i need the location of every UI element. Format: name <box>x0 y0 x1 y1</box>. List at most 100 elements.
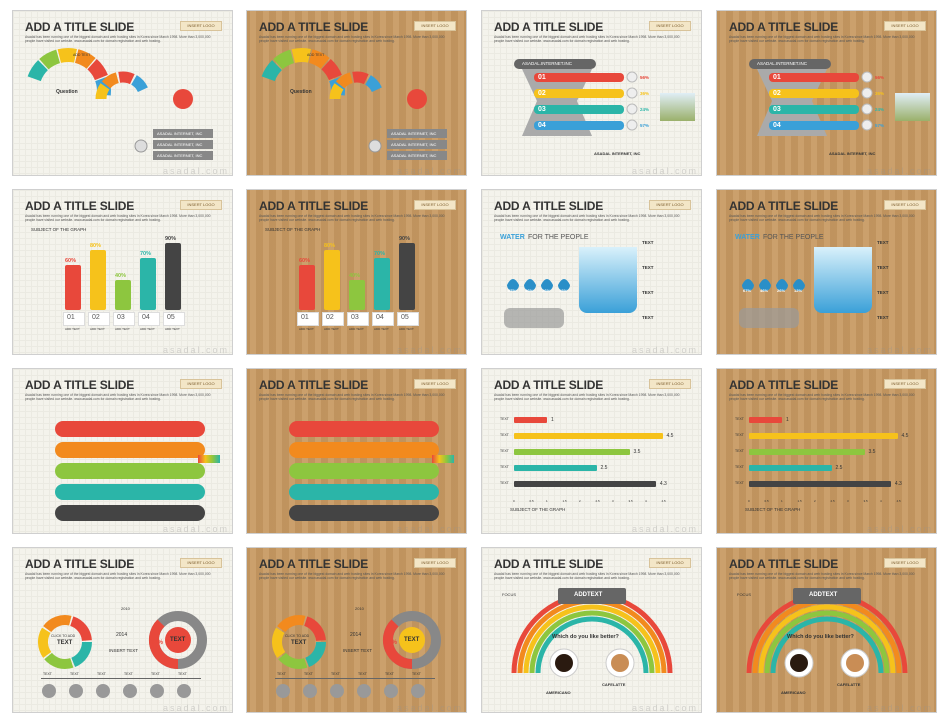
slide-thumb-16[interactable]: ADD A TITLE SLIDE Asadal has been running… <box>716 547 937 713</box>
timeline-text: TEXT <box>385 672 394 676</box>
year-b: 2014 <box>116 632 128 638</box>
ribbon <box>55 463 205 479</box>
slide-subtitle: Asadal has been running one of the bigge… <box>494 35 680 44</box>
bar-pct: 40% <box>349 273 361 279</box>
coffee-left <box>790 654 808 672</box>
bar-num: 02 <box>326 314 334 321</box>
hbar-value: 4.3 <box>894 481 902 487</box>
slide-graphic <box>27 48 193 153</box>
coffee-right <box>611 654 629 672</box>
axis-tick: 3 <box>847 499 849 503</box>
slide-logo: INSERT LOGO <box>180 21 222 31</box>
watermark: asadal.com <box>163 524 230 534</box>
slide-thumb-12[interactable]: ADD A TITLE SLIDE Asadal has been running… <box>716 368 937 534</box>
slide-title: ADD A TITLE SLIDE <box>259 199 369 213</box>
slide-thumb-1[interactable]: ADD A TITLE SLIDE Asadal has been running… <box>12 10 233 176</box>
watermark: asadal.com <box>163 703 230 713</box>
hourglass-header <box>749 59 831 69</box>
slide-title: ADD A TITLE SLIDE <box>259 20 369 34</box>
callout-text: ASADAL INTERNET, INC <box>391 142 437 147</box>
axis-tick: 2 <box>814 499 816 503</box>
curve-segment <box>130 75 148 93</box>
hbar-value: 4.3 <box>659 481 667 487</box>
slide-thumb-4[interactable]: ADD A TITLE SLIDE Asadal has been running… <box>716 10 937 176</box>
slide-title: ADD A TITLE SLIDE <box>729 199 839 213</box>
hbar <box>749 449 865 455</box>
water-text-label: TEXT <box>642 315 654 320</box>
right-donut-pct: 37% <box>151 640 164 646</box>
band-number: 04 <box>773 122 781 129</box>
drop-pct: 26% <box>777 288 786 293</box>
slide-logo: INSERT LOGO <box>649 21 691 31</box>
bar-base <box>163 312 185 326</box>
curve-segment <box>27 60 49 82</box>
coffee-question: Which do you like better? <box>787 634 854 640</box>
timeline-icon <box>150 684 164 698</box>
slide-subtitle: Asadal has been running one of the bigge… <box>729 214 915 223</box>
slide-thumb-6[interactable]: ADD A TITLE SLIDE Asadal has been running… <box>246 189 467 355</box>
hbar-text-label: TEXT <box>500 481 509 485</box>
watermark: asadal.com <box>632 524 699 534</box>
bar-num: 01 <box>67 314 75 321</box>
left-choice: AMERICANO <box>781 690 806 695</box>
watermark: asadal.com <box>632 166 699 176</box>
curve-segment <box>335 72 354 89</box>
graph-subject: SUBJECT OF THE GRAPH <box>265 227 321 232</box>
slide-thumb-8[interactable]: ADD A TITLE SLIDE Asadal has been running… <box>716 189 937 355</box>
slide-subtitle: Asadal has been running one of the bigge… <box>25 35 211 44</box>
city-image <box>660 93 695 121</box>
slide-thumb-5[interactable]: ADD A TITLE SLIDE Asadal has been running… <box>12 189 233 355</box>
drop-pct: 12% <box>559 288 568 293</box>
axis-tick: 1 <box>546 499 548 503</box>
hourglass-band <box>769 73 859 82</box>
slide-graphic <box>261 48 427 153</box>
slide-thumb-9[interactable]: ADD A TITLE SLIDE Asadal has been running… <box>12 368 233 534</box>
bar-add-text: ADD TEXT <box>165 327 180 331</box>
ribbon <box>289 463 439 479</box>
header-banner-text: ADDTEXT <box>574 592 603 598</box>
year-b: 2014 <box>350 632 362 638</box>
axis-tick: 2 <box>579 499 581 503</box>
water-heading-a: WATER <box>500 234 525 241</box>
hbar <box>514 449 630 455</box>
hbar <box>749 465 832 471</box>
bar-base <box>397 312 419 326</box>
slide-logo: INSERT LOGO <box>180 379 222 389</box>
right-donut-highlight <box>382 619 413 670</box>
person-figure <box>134 139 148 153</box>
slide-title: ADD A TITLE SLIDE <box>25 20 135 34</box>
slide-subtitle: Asadal has been running one of the bigge… <box>729 572 915 581</box>
slide-thumb-13[interactable]: ADD A TITLE SLIDE Asadal has been running… <box>12 547 233 713</box>
callout-text: ASADAL INTERNET, INC <box>391 131 437 136</box>
callout-text: ASADAL INTERNET, INC <box>157 131 203 136</box>
curve-segment <box>95 83 110 100</box>
hbar-text-label: TEXT <box>500 465 509 469</box>
water-heading-a: WATER <box>735 234 760 241</box>
band-number: 02 <box>773 90 781 97</box>
bar-add-text: ADD TEXT <box>349 327 364 331</box>
slide-thumb-11[interactable]: ADD A TITLE SLIDE Asadal has been running… <box>481 368 702 534</box>
watermark: asadal.com <box>867 345 934 355</box>
red-circle <box>407 89 427 109</box>
slide-thumb-10[interactable]: ADD A TITLE SLIDE Asadal has been running… <box>246 368 467 534</box>
slide-thumb-7[interactable]: ADD A TITLE SLIDE Asadal has been running… <box>481 189 702 355</box>
slide-logo: INSERT LOGO <box>884 21 926 31</box>
chart-bar <box>324 250 340 310</box>
coffee-right <box>846 654 864 672</box>
timeline-icon <box>123 684 137 698</box>
bar-base <box>347 312 369 326</box>
bar-pct: 70% <box>140 250 152 257</box>
slide-thumb-15[interactable]: ADD A TITLE SLIDE Asadal has been running… <box>481 547 702 713</box>
donut-segment <box>278 652 308 669</box>
hbar-text-label: TEXT <box>735 465 744 469</box>
callout-box <box>153 129 213 138</box>
drop-pct: 67% <box>743 288 752 293</box>
slide-thumb-3[interactable]: ADD A TITLE SLIDE Asadal has been running… <box>481 10 702 176</box>
slide-thumb-14[interactable]: ADD A TITLE SLIDE Asadal has been running… <box>246 547 467 713</box>
slide-thumb-2[interactable]: ADD A TITLE SLIDE Asadal has been running… <box>246 10 467 176</box>
rainbow-arc <box>770 616 884 674</box>
hbar-text-label: TEXT <box>735 449 744 453</box>
bar-pct: 80% <box>90 243 102 249</box>
bar-pct: 60% <box>65 258 77 264</box>
slide-subtitle: Asadal has been running one of the bigge… <box>729 393 915 402</box>
